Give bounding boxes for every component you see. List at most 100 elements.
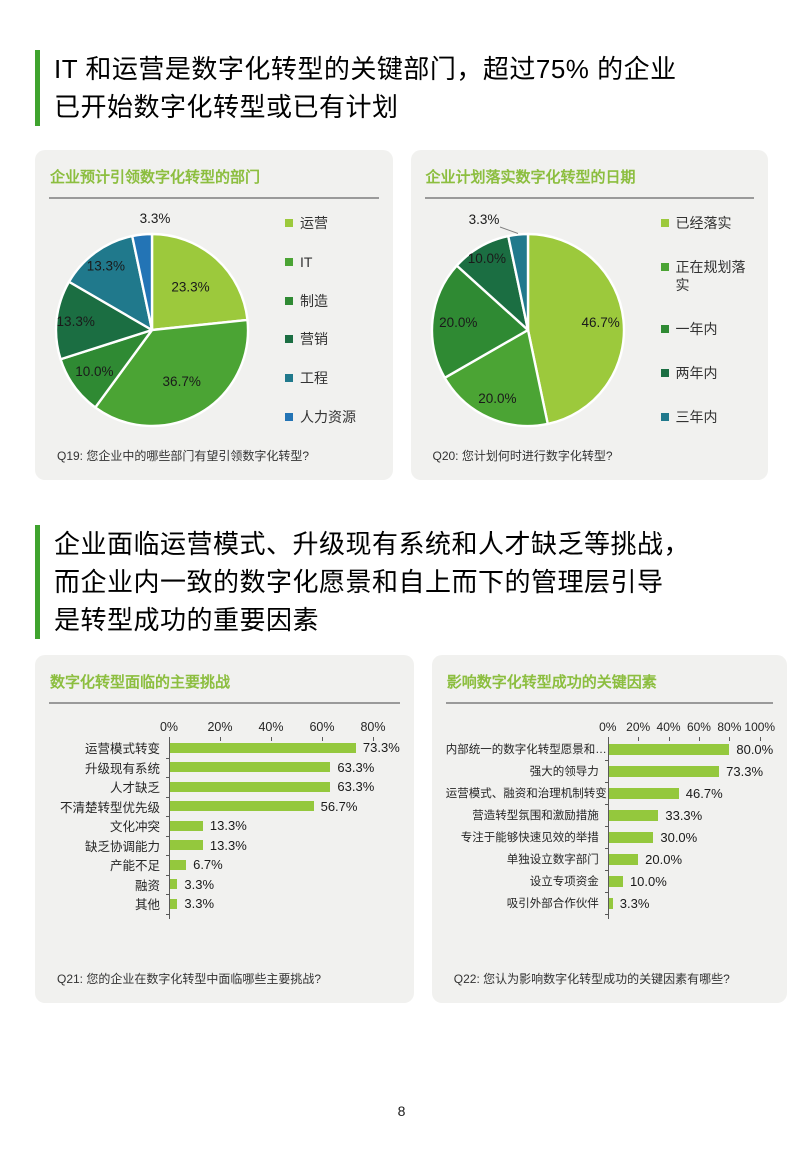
accent-bar — [35, 50, 40, 126]
bar — [169, 781, 331, 792]
bar-value-label: 3.3% — [184, 876, 215, 892]
bar-category: 强大的领导力 — [529, 766, 599, 778]
bar-row: 运营模式转变 73.3% — [49, 738, 400, 758]
legend-label: 两年内 — [675, 364, 718, 381]
pie-slice-0 — [526, 232, 625, 426]
bar-plot: 3.3% — [169, 877, 400, 892]
label-leader-line — [499, 226, 518, 234]
legend-label: 营销 — [300, 331, 328, 348]
bar-value-label: 3.3% — [619, 895, 650, 911]
pie-slice-1 — [94, 318, 250, 428]
bar-row: 缺乏协调能力 13.3% — [49, 836, 400, 856]
legend-item: IT — [285, 253, 379, 271]
bar-category: 其他 — [134, 898, 160, 913]
chart-caption-q21: Q21: 您的企业在数字化转型中面临哪些主要挑战? — [57, 972, 322, 986]
chart-title-departments: 企业预计引领数字化转型的部门 — [50, 169, 261, 186]
legend-swatch — [285, 296, 293, 305]
axis-tick-label: 100% — [744, 720, 776, 734]
bar-category: 运营模式转变 — [84, 742, 160, 757]
bar-value-label: 30.0% — [660, 829, 698, 845]
axis-tick-label: 60% — [309, 720, 335, 734]
bar-value-label: 10.0% — [629, 873, 667, 889]
bar-category: 人才缺乏 — [109, 781, 160, 796]
bar-value-label: 63.3% — [337, 759, 375, 775]
axis-tick-label: 80% — [360, 720, 386, 734]
bar-row: 其他 3.3% — [49, 894, 400, 914]
legend-swatch — [660, 412, 669, 421]
legend-item: 运营 — [285, 214, 379, 232]
bar-value-label: 56.7% — [320, 798, 358, 814]
bar-category: 设立专项资金 — [529, 876, 599, 888]
legend-swatch — [660, 325, 669, 333]
legend-swatch — [660, 368, 669, 377]
bar — [169, 859, 187, 870]
bar-row: 内部统一的数字化转型愿景和… 80.0% — [446, 738, 773, 761]
bar — [607, 831, 654, 843]
bar-plot: 63.3% — [169, 779, 400, 794]
pie-legend-departments: 运营 IT 制造 营销 工程 人力资源 — [281, 214, 379, 426]
bar — [607, 787, 679, 799]
legend-label: 正在规划落实 — [675, 258, 746, 294]
pie-slice-0 — [150, 232, 249, 332]
bar-category: 吸引外部合作伙伴 — [506, 898, 599, 910]
bar-plot: 20.0% — [607, 852, 773, 867]
bar-chart-success-factors: 0% 20% 40% 60% 80% 100% 内部统一的数字化转型愿景和… 80.0% 强大的… — [446, 720, 776, 919]
bar-category: 缺乏协调能力 — [84, 839, 160, 854]
axis-tick-label: 20% — [626, 720, 651, 734]
pie-area-timing: 46.7% 20.0% 20.0% 10.0% 3.3% 已经落实 正在规划落实 一年内 两年… — [425, 203, 755, 437]
bar-category: 文化冲突 — [109, 820, 160, 835]
legend-label: 人力资源 — [300, 408, 356, 425]
headline-1-line-2: 已开始数字化转型或已有计划 — [54, 92, 399, 122]
axis-tick-mark — [668, 737, 670, 741]
legend-label: 三年内 — [675, 408, 718, 425]
panel-timing-pie: 企业计划落实数字化转型的日期 46.7% 20.0% 20.0% 10.0% 3.3% … — [410, 150, 768, 480]
axis-tick-mark — [729, 737, 731, 741]
bar-category: 融资 — [134, 878, 160, 893]
legend-item: 工程 — [285, 369, 379, 387]
axis-tick-mark — [322, 737, 323, 741]
bar-plot: 6.7% — [169, 857, 400, 872]
bar-row: 营造转型氛围和激励措施 33.3% — [446, 804, 773, 827]
bar — [169, 898, 178, 909]
legend-swatch — [660, 262, 669, 271]
bar-category: 不清楚转型优先级 — [59, 800, 160, 815]
pie-value-label: 13.3% — [57, 314, 95, 329]
chart-title-success-factors: 影响数字化转型成功的关键因素 — [446, 674, 657, 691]
legend-item: 已经落实 — [660, 214, 755, 232]
pie-value-label: 20.0% — [439, 315, 477, 330]
bar-value-label: 73.3% — [362, 740, 400, 756]
bar-chart-challenges: 0% 20% 40% 60% 80% 运营模式转变 73.3% 升级现有系统 63.3% 人才缺乏… — [49, 720, 400, 919]
bar-value-label: 63.3% — [337, 779, 375, 795]
bar — [607, 897, 613, 909]
bar-row: 设立专项资金 10.0% — [446, 870, 773, 893]
bar-axis-line — [607, 738, 609, 919]
legend-label: 已经落实 — [675, 215, 732, 231]
pie-slice-3 — [54, 280, 154, 361]
bar-plot: 33.3% — [607, 808, 773, 823]
bar-value-label: 13.3% — [209, 818, 247, 834]
bar — [607, 875, 623, 887]
legend-label: IT — [300, 253, 313, 270]
legend-swatch — [660, 219, 669, 227]
title-divider — [49, 197, 379, 199]
bar-charts-row: 数字化转型面临的主要挑战 0% 20% 40% 60% 80% 运营模式转变 73.3% 升级… — [35, 655, 788, 1003]
bar-row: 不清楚转型优先级 56.7% — [49, 797, 400, 817]
pie-value-label: 10.0% — [75, 364, 113, 379]
title-divider — [49, 702, 400, 704]
chart-caption-q20: Q20: 您计划何时进行数字化转型? — [432, 449, 613, 463]
bar-plot: 30.0% — [607, 829, 773, 845]
legend-item: 正在规划落实 — [660, 258, 755, 294]
axis-tick-mark — [638, 737, 640, 741]
panel-challenges-bars: 数字化转型面临的主要挑战 0% 20% 40% 60% 80% 运营模式转变 73.3% 升级… — [35, 655, 414, 1003]
legend-item: 两年内 — [660, 364, 755, 382]
chart-title-timing: 企业计划落实数字化转型的日期 — [425, 169, 636, 186]
pie-slice-1 — [443, 328, 549, 428]
bar-value-label: 73.3% — [726, 763, 764, 779]
title-divider — [424, 197, 754, 199]
bar-category: 专注于能够快速见效的举措 — [460, 832, 599, 844]
bar-plot: 63.3% — [169, 760, 400, 775]
axis-tick-label: 40% — [656, 720, 681, 734]
chart-caption-q22: Q22: 您认为影响数字化转型成功的关键因素有哪些? — [453, 972, 730, 986]
axis-tick-label: 80% — [717, 720, 742, 734]
bar-row: 单独设立数字部门 20.0% — [446, 848, 773, 871]
